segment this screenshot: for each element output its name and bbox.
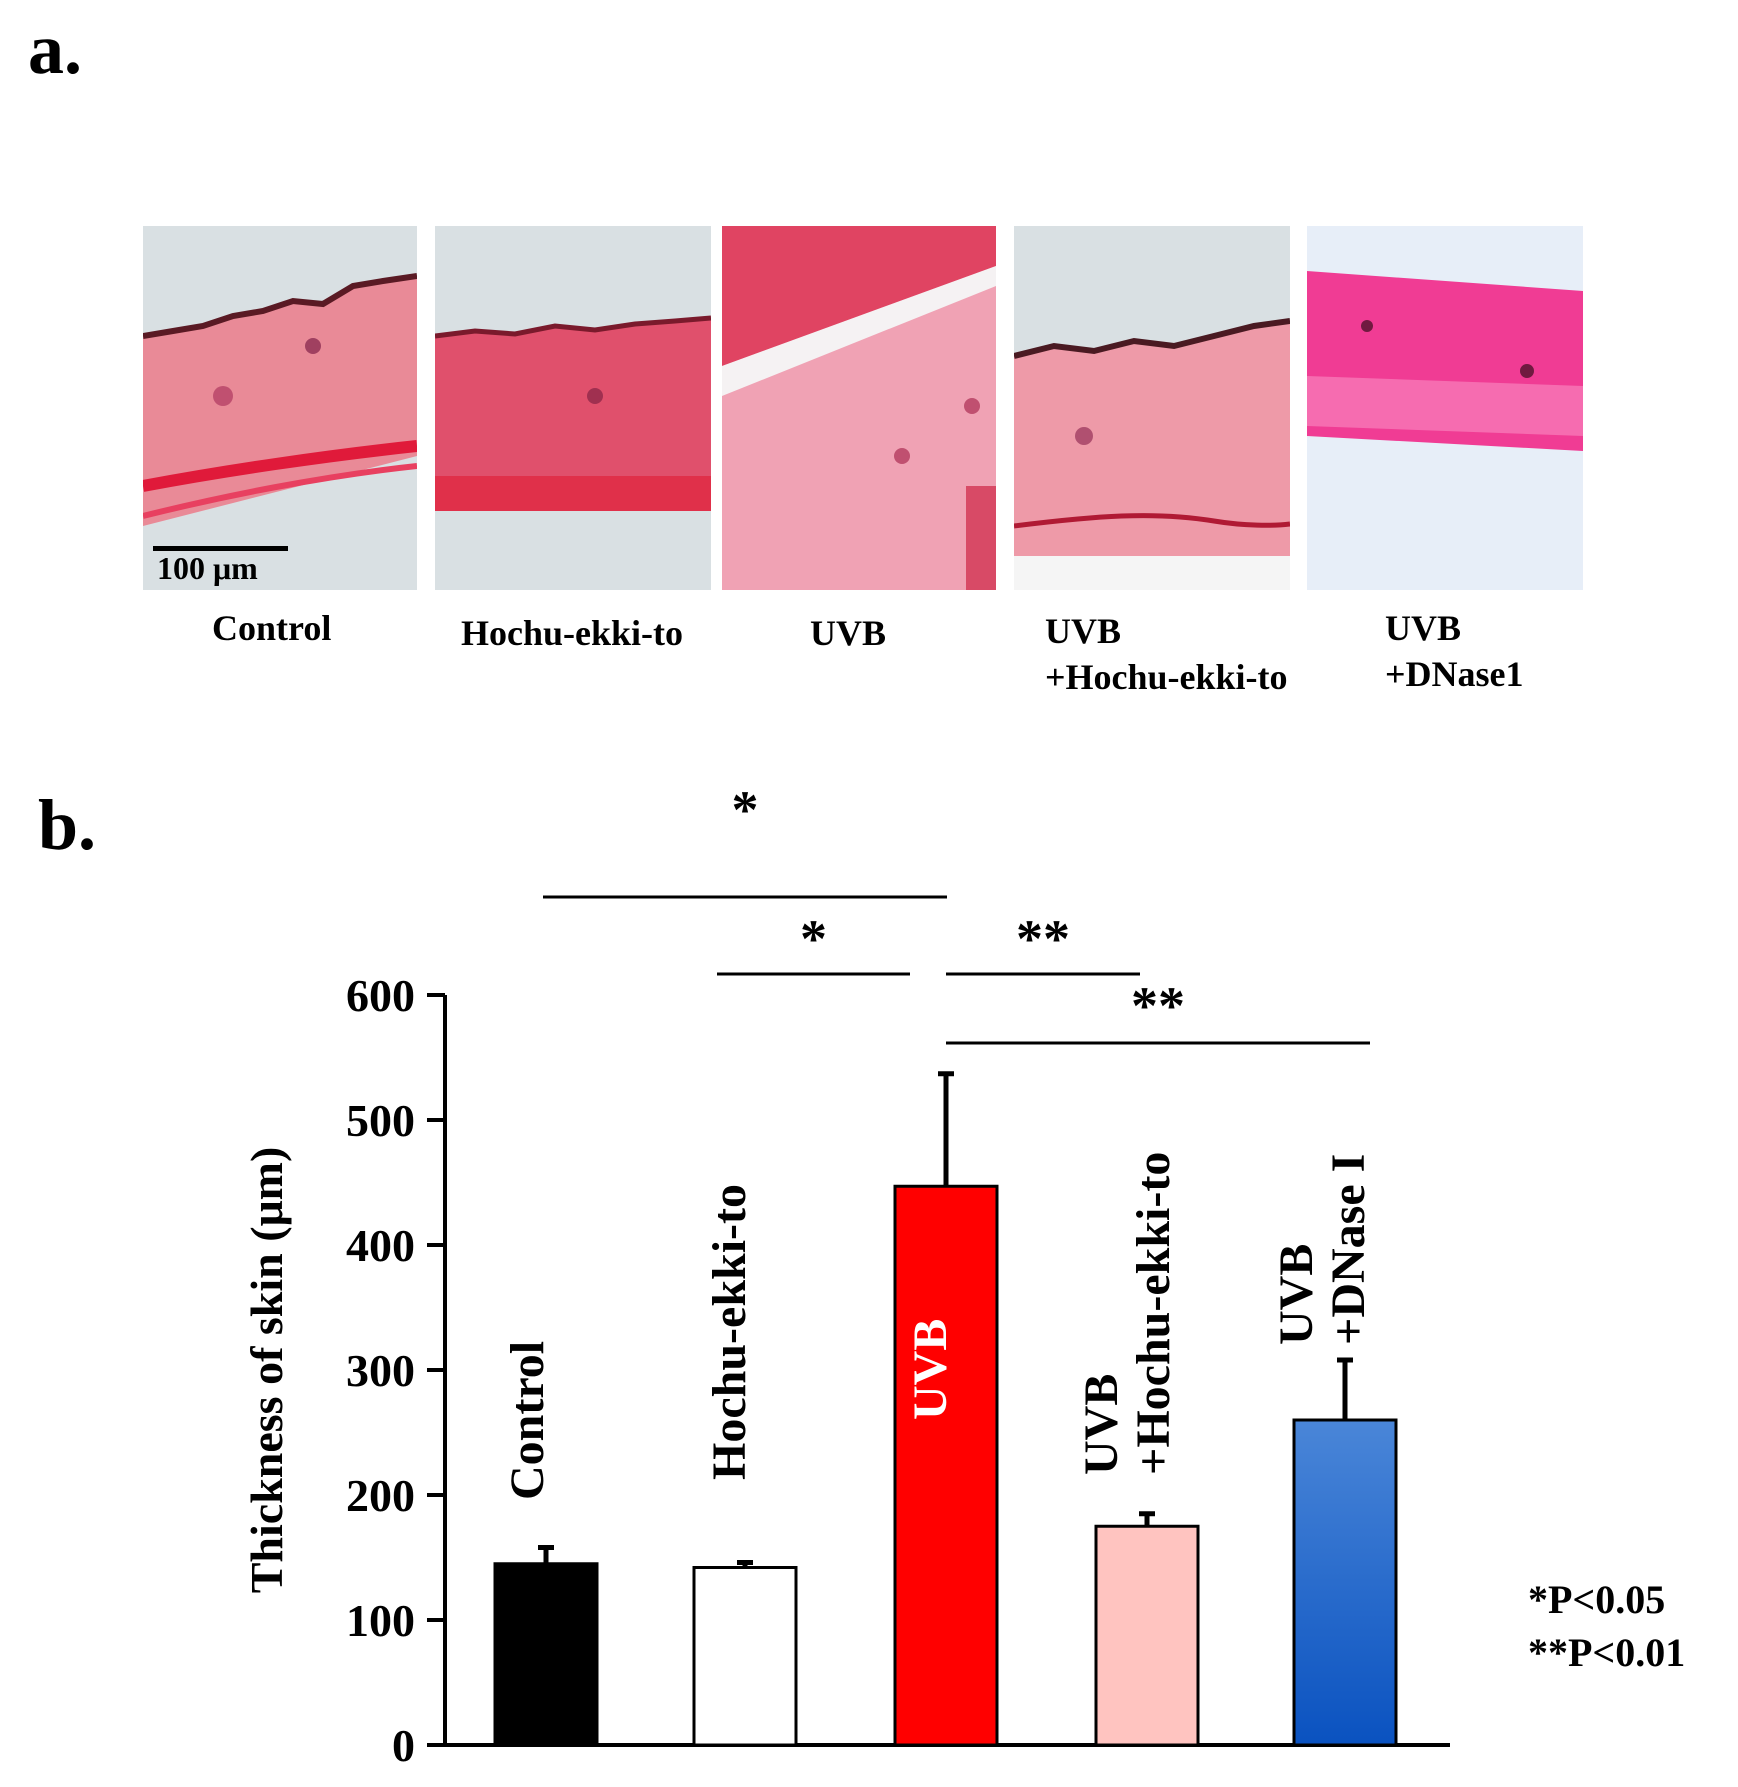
caption-uvb-dnase: UVB +DNase1 <box>1385 608 1524 694</box>
micrograph-hochu <box>435 226 711 590</box>
caption-hochu: Hochu-ekki-to <box>461 613 684 653</box>
y-axis-label: Thickness of skin (μm) <box>241 1147 292 1594</box>
bar-1 <box>493 1562 599 1747</box>
y-tick-label: 300 <box>346 1345 415 1396</box>
category-label-4: UVB+Hochu-ekki-to <box>1075 1152 1180 1475</box>
caption-uvb: UVB <box>810 613 887 653</box>
panel-a-label: a. <box>28 9 82 89</box>
significance-label: * <box>732 780 759 840</box>
category-label-2: Hochu-ekki-to <box>703 1184 756 1480</box>
significance-label: ** <box>1016 909 1070 969</box>
category-label-1: Control <box>501 1341 554 1500</box>
category-label-5: UVB+DNase I <box>1270 1154 1375 1345</box>
bar-4 <box>1094 1524 1200 1747</box>
y-tick-label: 0 <box>392 1720 415 1771</box>
caption-uvb-hochu: UVB +Hochu-ekki-to <box>1045 611 1288 697</box>
micrograph-control: 100 μm <box>143 226 417 590</box>
y-tick-label: 500 <box>346 1095 415 1146</box>
significance-label: ** <box>1131 976 1185 1036</box>
category-label-3: UVB <box>904 1319 957 1420</box>
micrograph-uvb <box>722 226 996 590</box>
bar-2 <box>692 1566 798 1747</box>
scale-bar-line <box>153 546 288 551</box>
scale-bar-label: 100 μm <box>157 550 258 586</box>
micrograph-uvb-hochu <box>1014 226 1290 590</box>
p-note-2: **P<0.01 <box>1528 1630 1686 1675</box>
y-tick-label: 100 <box>346 1595 415 1646</box>
micrograph-uvb-dnase <box>1307 226 1583 590</box>
panel-b-label: b. <box>38 785 97 865</box>
bar-3 <box>893 1184 999 1747</box>
y-tick-label: 400 <box>346 1220 415 1271</box>
bar-5 <box>1292 1418 1398 1747</box>
y-tick-label: 600 <box>346 970 415 1021</box>
p-note-1: *P<0.05 <box>1528 1577 1666 1622</box>
significance-label: * <box>800 909 827 969</box>
y-tick-label: 200 <box>346 1470 415 1521</box>
caption-control: Control <box>212 608 332 648</box>
